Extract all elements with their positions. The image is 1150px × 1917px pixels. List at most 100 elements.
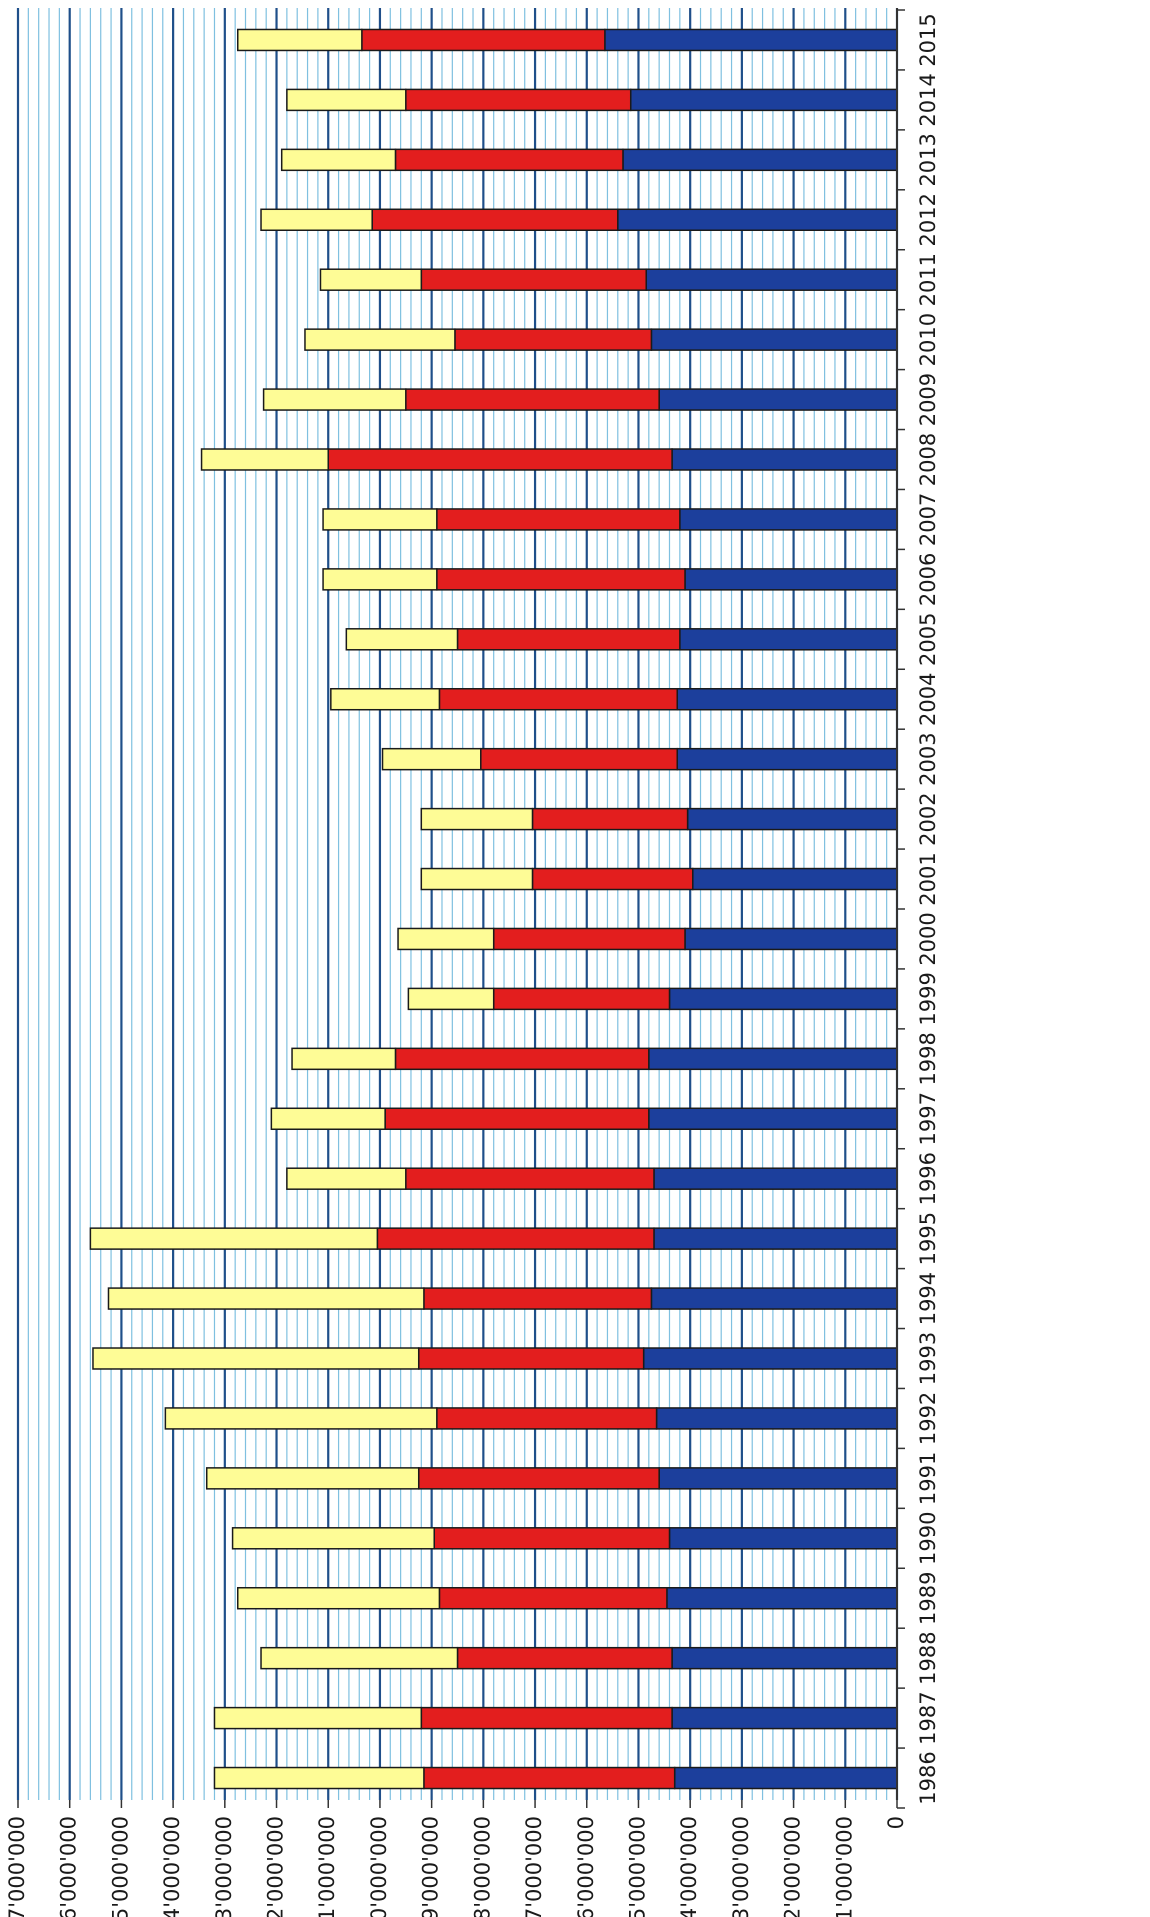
value-tick-label: 8'000'000 <box>470 1816 494 1917</box>
category-tick-label: 1998 <box>916 1032 940 1085</box>
bar-segment-1987-3 <box>213 1706 423 1730</box>
value-tick-label: 17'000'000 <box>5 1816 29 1917</box>
value-tick-label: 10'000'000 <box>367 1816 391 1917</box>
bar-segment-2010-3 <box>304 328 456 351</box>
bar-segment-1986-1 <box>673 1766 898 1790</box>
bar-segment-2015-1 <box>604 28 898 52</box>
category-tick-label: 2007 <box>916 493 940 546</box>
bar-segment-2002-2 <box>531 807 689 831</box>
bar-segment-2014-2 <box>405 88 632 112</box>
bar-segment-2000-2 <box>492 927 686 951</box>
value-axis <box>17 8 905 1809</box>
bar-segment-2010-2 <box>454 328 653 351</box>
bar-segment-1995-2 <box>376 1227 655 1250</box>
category-tick-label: 1995 <box>916 1212 940 1265</box>
bar-segment-2014-1 <box>629 88 898 112</box>
category-tick-label: 2014 <box>916 73 940 126</box>
value-tick-label: 7'000'000 <box>522 1816 546 1917</box>
bar-segment-2000-1 <box>684 927 898 951</box>
bar-segment-1991-3 <box>205 1467 420 1490</box>
bar-segment-2003-3 <box>381 747 482 771</box>
bar-segment-1990-3 <box>231 1527 435 1550</box>
bar-segment-1998-2 <box>394 1047 650 1071</box>
bar-segment-1993-2 <box>417 1347 645 1370</box>
bar-segment-2009-2 <box>405 388 660 411</box>
category-tick-label: 1991 <box>916 1452 940 1505</box>
bar-segment-2015-3 <box>237 28 363 52</box>
bar-segment-2015-2 <box>361 28 606 52</box>
value-tick-label: 5'000'000 <box>625 1816 649 1917</box>
bar-segment-1997-3 <box>270 1107 386 1131</box>
category-tick-label: 2015 <box>916 13 940 66</box>
bar-segment-1996-2 <box>405 1167 655 1190</box>
bar-segment-2006-3 <box>322 568 438 591</box>
bar-segment-1988-2 <box>456 1646 673 1670</box>
bar-segment-1993-3 <box>92 1347 420 1370</box>
category-tick-label: 1999 <box>916 972 940 1025</box>
category-tick-label: 1986 <box>916 1751 940 1804</box>
bar-segment-1987-2 <box>420 1706 673 1730</box>
bar-segment-2011-3 <box>319 268 423 291</box>
bar-segment-1989-1 <box>666 1586 898 1610</box>
value-tick-label: 9'000'000 <box>419 1816 443 1917</box>
bar-segment-1993-1 <box>642 1347 898 1370</box>
bar-segment-2011-2 <box>420 268 647 291</box>
category-tick-label: 2003 <box>916 732 940 785</box>
bar-segment-1992-3 <box>164 1407 438 1430</box>
category-tick-label: 1994 <box>916 1272 940 1325</box>
bar-segment-1990-2 <box>433 1527 671 1550</box>
bar-segment-2004-3 <box>330 687 441 711</box>
bar-segment-1992-2 <box>436 1407 658 1430</box>
bar-segment-1997-2 <box>384 1107 650 1131</box>
bar-segment-2011-1 <box>645 268 898 291</box>
bar-segment-1999-1 <box>668 987 898 1011</box>
bar-segment-1995-1 <box>653 1227 898 1250</box>
bar-segment-2003-2 <box>480 747 678 771</box>
category-tick-label: 2002 <box>916 792 940 845</box>
value-tick-labels: 0 1'000'000 2'000'000 3'000'000 4'000'000 5'0… <box>5 1816 908 1917</box>
value-tick-label: 2'000'000 <box>781 1816 805 1917</box>
grid-lines <box>16 8 899 1800</box>
bar-segment-2005-2 <box>456 628 681 651</box>
bar-segment-2006-1 <box>684 568 898 591</box>
bar-segment-2005-1 <box>679 628 898 651</box>
bar-segment-1999-3 <box>407 987 495 1011</box>
bar-segment-1999-2 <box>492 987 671 1011</box>
bar-segment-2012-2 <box>371 208 619 232</box>
category-tick-label: 2001 <box>916 852 940 905</box>
category-tick-label: 1987 <box>916 1691 940 1744</box>
category-tick-label: 1996 <box>916 1152 940 1205</box>
category-tick-label: 1990 <box>916 1512 940 1565</box>
bar-segment-1987-1 <box>671 1706 898 1730</box>
bar-segment-2010-1 <box>650 328 898 351</box>
bar-segment-1994-3 <box>107 1287 425 1310</box>
bar-segment-2004-2 <box>438 687 679 711</box>
value-tick-label: 14'000'000 <box>160 1816 184 1917</box>
bar-segment-2001-3 <box>420 867 534 891</box>
bar-segment-2013-2 <box>394 148 624 172</box>
bar-segment-2003-1 <box>676 747 898 771</box>
value-tick-label: 0 <box>884 1816 908 1829</box>
bar-segment-2002-3 <box>420 807 534 831</box>
bar-segment-2014-3 <box>286 88 407 112</box>
category-tick-label: 2004 <box>916 673 940 726</box>
bar-segment-1989-3 <box>237 1586 441 1610</box>
value-tick-label: 11'000'000 <box>315 1816 339 1917</box>
bar-segment-1992-1 <box>655 1407 898 1430</box>
bar-segment-1996-3 <box>286 1167 407 1190</box>
bar-segment-2008-1 <box>671 448 898 471</box>
category-tick-label: 2013 <box>916 133 940 186</box>
category-tick-label: 2005 <box>916 613 940 666</box>
bar-segment-2007-3 <box>322 508 438 531</box>
bar-segment-1995-3 <box>89 1227 379 1250</box>
category-tick-label: 2012 <box>916 193 940 246</box>
category-tick-label: 2008 <box>916 433 940 486</box>
bar-segment-1989-2 <box>438 1586 668 1610</box>
bar-segment-1996-1 <box>653 1167 898 1190</box>
category-tick-label: 1993 <box>916 1332 940 1385</box>
bar-segment-2009-3 <box>262 388 407 411</box>
value-tick-label: 16'000'000 <box>57 1816 81 1917</box>
bar-segment-2007-2 <box>436 508 681 531</box>
bar-segment-2001-1 <box>692 867 898 891</box>
